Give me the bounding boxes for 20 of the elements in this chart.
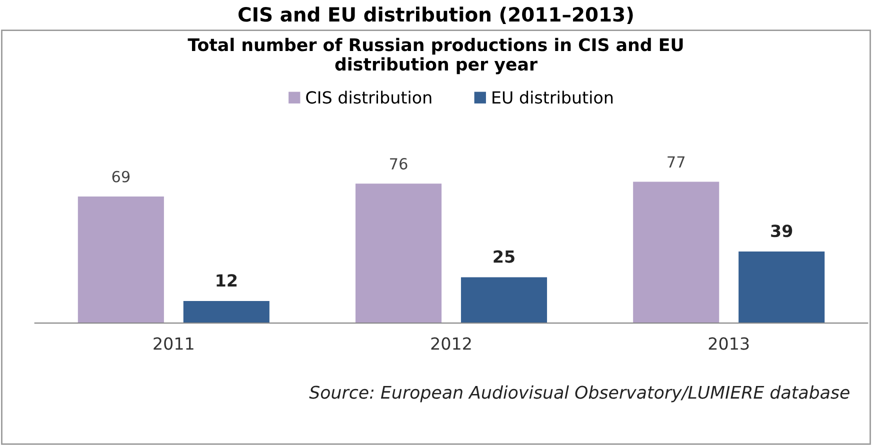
data-label: 12 bbox=[216, 274, 237, 286]
bar bbox=[355, 184, 442, 324]
legend-label: EU distribution bbox=[492, 90, 613, 104]
bar bbox=[738, 252, 825, 324]
bar bbox=[183, 301, 270, 324]
x-tick-label: 2013 bbox=[708, 337, 749, 350]
data-label: 25 bbox=[494, 250, 514, 263]
x-tick-label: 2011 bbox=[154, 337, 194, 350]
chart-subtitle: CIS and EU distribution (2011–2013) bbox=[238, 6, 633, 24]
source-note: Source: European Audiovisual Observatory/LUMIERE database bbox=[309, 385, 850, 402]
x-tick-label: 2012 bbox=[431, 337, 471, 350]
bar bbox=[460, 277, 548, 324]
bar bbox=[633, 182, 720, 324]
legend-label: CIS distribution bbox=[306, 90, 432, 104]
data-label: 76 bbox=[390, 158, 408, 170]
data-label: 39 bbox=[771, 224, 792, 238]
bar bbox=[78, 196, 164, 324]
data-label: 77 bbox=[668, 156, 685, 168]
data-label: 69 bbox=[112, 170, 130, 182]
chart-title: Total number of Russian productions in CIS and EU distribution per year bbox=[188, 38, 683, 74]
